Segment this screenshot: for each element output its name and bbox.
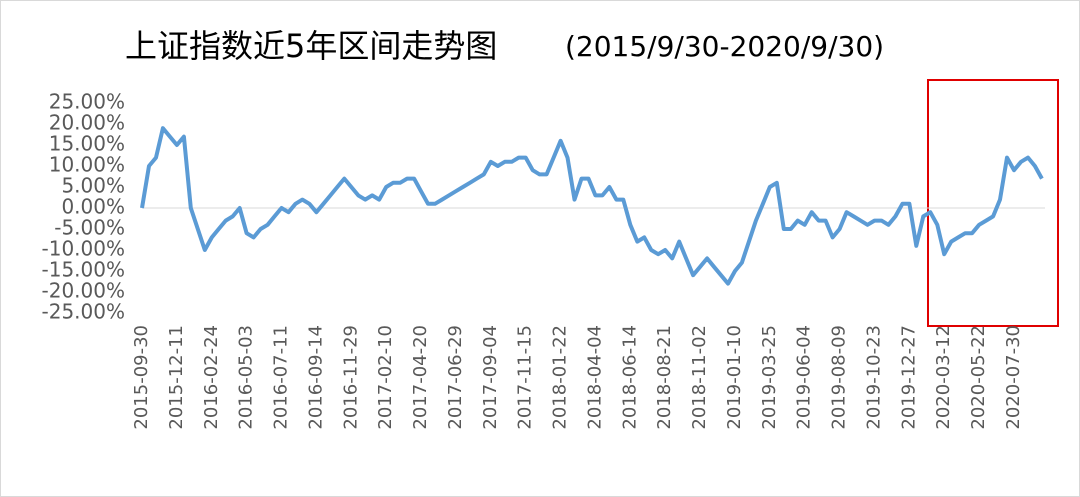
highlight-box <box>927 79 1059 327</box>
x-tick-label: 2018-06-14 <box>619 325 640 430</box>
y-tick-label: 5.00% <box>61 174 125 198</box>
x-tick-label: 2017-02-10 <box>375 325 396 430</box>
x-tick-label: 2018-01-22 <box>550 325 571 430</box>
x-tick-label: 2018-11-02 <box>689 325 710 430</box>
x-tick-label: 2016-07-11 <box>271 325 292 430</box>
x-tick-label: 2020-03-12 <box>933 325 954 430</box>
x-tick-label: 2015-09-30 <box>131 325 152 430</box>
x-tick-label: 2017-09-04 <box>480 325 501 430</box>
chart-title: 上证指数近5年区间走势图 <box>125 27 497 65</box>
y-tick-label: -15.00% <box>42 258 125 282</box>
x-tick-label: 2019-12-27 <box>898 325 919 430</box>
x-tick-label: 2019-08-09 <box>829 325 850 430</box>
x-tick-label: 2015-12-11 <box>166 325 187 430</box>
x-tick-label: 2018-04-04 <box>584 325 605 430</box>
y-tick-label: -25.00% <box>42 300 125 324</box>
y-tick-label: 15.00% <box>49 132 125 156</box>
x-tick-label: 2020-05-22 <box>968 325 989 430</box>
chart-subtitle: (2015/9/30-2020/9/30) <box>565 30 884 63</box>
x-tick-label: 2016-11-29 <box>340 325 361 430</box>
y-tick-label: 25.00% <box>49 90 125 114</box>
x-tick-label: 2019-03-25 <box>759 325 780 430</box>
y-tick-label: -10.00% <box>42 237 125 261</box>
x-tick-label: 2016-09-14 <box>305 325 326 430</box>
x-tick-label: 2018-08-21 <box>654 325 675 430</box>
x-tick-label: 2019-06-04 <box>794 325 815 430</box>
y-tick-label: 10.00% <box>49 153 125 177</box>
x-tick-label: 2016-02-24 <box>201 325 222 430</box>
y-tick-label: 0.00% <box>61 195 125 219</box>
y-tick-label: -20.00% <box>42 279 125 303</box>
line <box>140 126 1044 286</box>
y-tick-label: 20.00% <box>49 111 125 135</box>
x-tick-label: 2019-01-10 <box>724 325 745 430</box>
x-tick-label: 2016-05-03 <box>236 325 257 430</box>
x-tick-label: 2017-04-20 <box>410 325 431 430</box>
x-tick-label: 2017-11-15 <box>515 325 536 430</box>
x-tick-label: 2017-06-29 <box>445 325 466 430</box>
y-tick-label: -5.00% <box>54 216 125 240</box>
x-tick-label: 2020-07-30 <box>1003 325 1024 430</box>
x-tick-label: 2019-10-23 <box>863 325 884 430</box>
